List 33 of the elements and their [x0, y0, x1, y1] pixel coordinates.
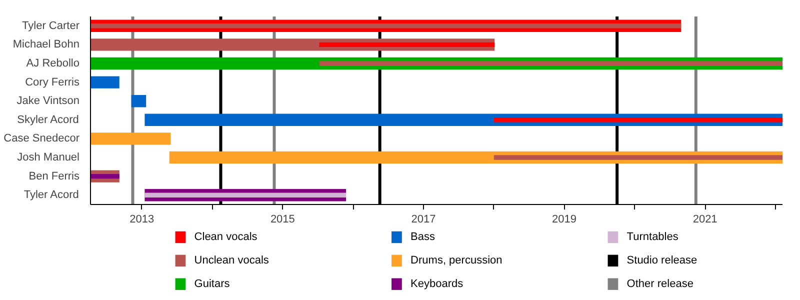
x-tick-label: 2021 — [692, 214, 718, 226]
legend-label: Studio release — [626, 254, 698, 267]
y-tick-label: Josh Manuel — [17, 152, 80, 164]
legend-label: Other release — [626, 278, 694, 290]
legend-label: Unclean vocals — [194, 254, 270, 267]
legend-label: Keyboards — [410, 278, 464, 290]
bar — [494, 118, 782, 122]
y-tick-label: Michael Bohn — [12, 38, 80, 51]
x-tick-label: 2015 — [270, 214, 295, 226]
y-tick-label: Tyler Acord — [24, 189, 79, 202]
bar — [90, 24, 682, 28]
bar — [131, 94, 146, 108]
bar — [90, 132, 171, 145]
bar — [494, 155, 782, 160]
x-tick-label: 2019 — [552, 214, 577, 226]
legend-label: Turntables — [626, 231, 679, 244]
x-tick-label: 2017 — [411, 214, 436, 226]
legend-label: Clean vocals — [194, 231, 258, 244]
legend-label: Bass — [410, 231, 436, 244]
y-tick-label: Tyler Carter — [22, 20, 80, 32]
bar — [144, 192, 346, 198]
y-tick-label: Cory Ferris — [25, 76, 80, 88]
y-tick-label: Case Snedecor — [4, 132, 80, 145]
bar — [90, 76, 120, 88]
legend-label: Guitars — [194, 278, 230, 290]
y-tick-label: AJ Rebollo — [26, 58, 80, 70]
legend-label: Drums, percussion — [410, 254, 502, 267]
bar — [319, 42, 495, 48]
x-tick-label: 2013 — [130, 214, 154, 226]
bar — [319, 61, 782, 66]
y-tick-label: Jake Vintson — [16, 95, 80, 108]
y-tick-label: Skyler Acord — [17, 114, 79, 126]
y-tick-label: Ben Ferris — [28, 170, 80, 182]
